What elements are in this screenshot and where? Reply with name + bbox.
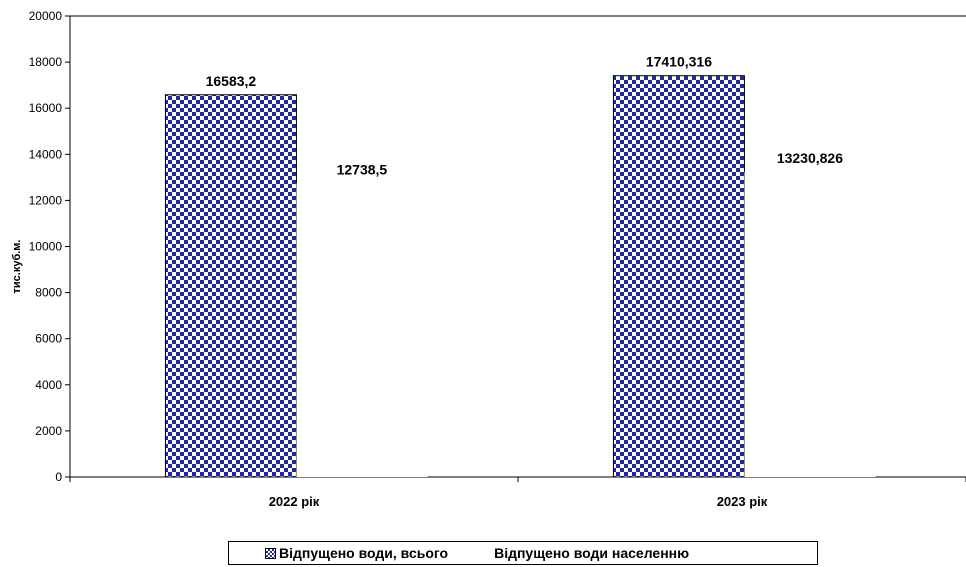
y-tick-label: 18000 (29, 55, 63, 69)
legend-label-total: Відпущено води, всього (279, 545, 449, 561)
y-tick-label: 8000 (35, 286, 62, 300)
data-label-total: 17410,316 (646, 54, 712, 70)
y-tick-label: 4000 (35, 378, 62, 392)
data-label-population: 13230,826 (777, 150, 843, 166)
legend-swatch-total (265, 547, 276, 559)
y-axis: 0 2000 4000 6000 8000 10000 12000 14000 16000 180… (29, 9, 71, 484)
legend-label-population: Відпущено води населенню (494, 545, 690, 561)
y-tick-label: 6000 (35, 332, 62, 346)
legend: Відпущено води, всього Відпущено води на… (228, 541, 818, 565)
x-tick-label: 2023 рік (717, 494, 768, 509)
y-tick-label: 10000 (29, 240, 63, 254)
y-tick-label: 16000 (29, 101, 63, 115)
legend-item-total: Відпущено води, всього (265, 545, 448, 561)
bars (164, 75, 876, 478)
y-axis-title: тис.куб.м. (11, 240, 23, 294)
y-tick-label: 2000 (35, 424, 62, 438)
bar-total (164, 94, 297, 478)
bar-population (744, 172, 876, 477)
bar-population (296, 183, 428, 478)
data-labels: 16583,2 12738,5 17410,316 13230,826 (206, 54, 844, 178)
legend-item-population: Відпущено води населенню (494, 545, 689, 561)
x-tick-label: 2022 рік (269, 494, 320, 509)
data-label-population: 12738,5 (337, 161, 388, 177)
y-tick-label: 14000 (29, 147, 63, 161)
y-tick-label: 20000 (29, 9, 63, 23)
data-label-total: 16583,2 (206, 73, 257, 89)
bar-total (612, 75, 745, 478)
y-tick-label: 0 (55, 470, 62, 484)
y-tick-label: 12000 (29, 193, 63, 207)
